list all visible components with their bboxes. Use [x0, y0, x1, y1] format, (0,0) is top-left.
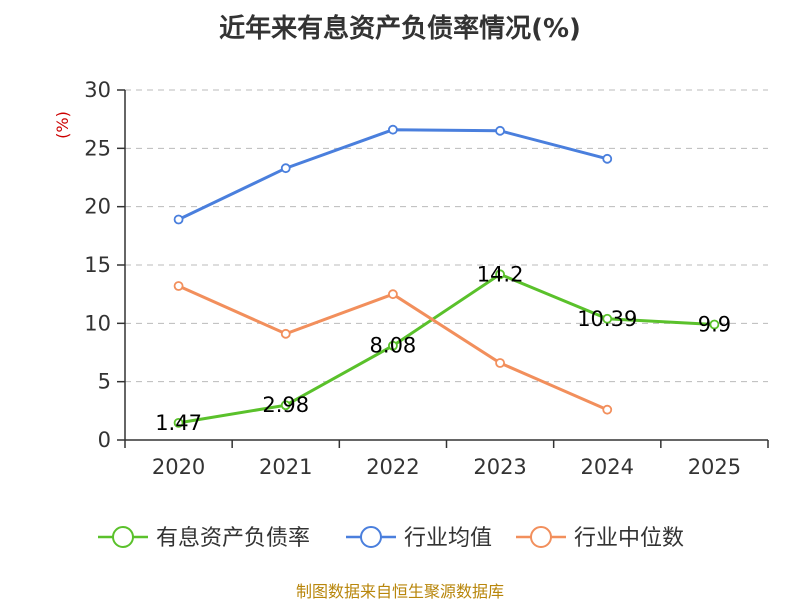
series-point-0 [495, 269, 505, 280]
data-label: 8.08 [370, 334, 417, 358]
x-tick-label: 2024 [581, 455, 634, 479]
legend-marker [360, 526, 382, 548]
y-axis-unit-label: (%) [53, 111, 72, 139]
series-point-1 [602, 153, 613, 164]
data-labels: 1.47 2.98 8.08 14.2 10.39 9.9 [155, 262, 731, 435]
legend-label: 行业中位数 [574, 526, 684, 551]
x-tick-label: 2022 [366, 455, 419, 479]
legend-marker [112, 526, 134, 548]
series-group [173, 124, 720, 428]
series-point-0 [173, 417, 184, 428]
data-label: 9.9 [698, 313, 731, 337]
chart-title: 近年来有息资产负债率情况(%) [219, 14, 581, 44]
series-point-0 [709, 319, 720, 330]
series-point-0 [280, 400, 291, 411]
series-point-1 [280, 163, 291, 174]
series-point-2 [280, 328, 291, 339]
series-point-2 [602, 404, 613, 415]
legend-label: 有息资产负债率 [156, 526, 310, 551]
y-tick-label: 10 [84, 311, 111, 335]
y-tick-label: 25 [84, 136, 111, 160]
x-tick-label: 2020 [152, 455, 205, 479]
y-tick-label: 20 [84, 195, 111, 219]
legend-marker [530, 526, 552, 548]
y-tick-label: 30 [84, 78, 111, 102]
y-tick-label: 0 [98, 428, 111, 452]
legend: 有息资产负债率 行业均值 行业中位数 [98, 526, 684, 551]
data-label: 14.2 [477, 262, 524, 286]
series-point-1 [495, 125, 505, 136]
grid-lines [125, 89, 768, 383]
data-label: 10.39 [577, 307, 637, 331]
series-point-0 [602, 313, 613, 324]
y-tick-label: 5 [98, 370, 111, 394]
series-point-1 [388, 124, 398, 135]
series-point-2 [388, 289, 398, 300]
y-tick-label: 15 [84, 253, 111, 277]
data-label: 1.47 [155, 411, 202, 435]
series-line-0 [178, 272, 715, 425]
series-point-1 [173, 214, 184, 225]
source-note: 制图数据来自恒生聚源数据库 [295, 582, 504, 601]
x-tick-label: 2021 [259, 455, 312, 479]
series-point-0 [388, 340, 398, 351]
x-tick-label: 2025 [688, 455, 741, 479]
series-point-2 [173, 281, 184, 291]
series-point-2 [495, 358, 505, 368]
data-label: 2.98 [262, 393, 309, 417]
x-tick-label: 2023 [473, 455, 526, 479]
series-line-1 [177, 128, 608, 221]
legend-label: 行业均值 [404, 526, 492, 551]
